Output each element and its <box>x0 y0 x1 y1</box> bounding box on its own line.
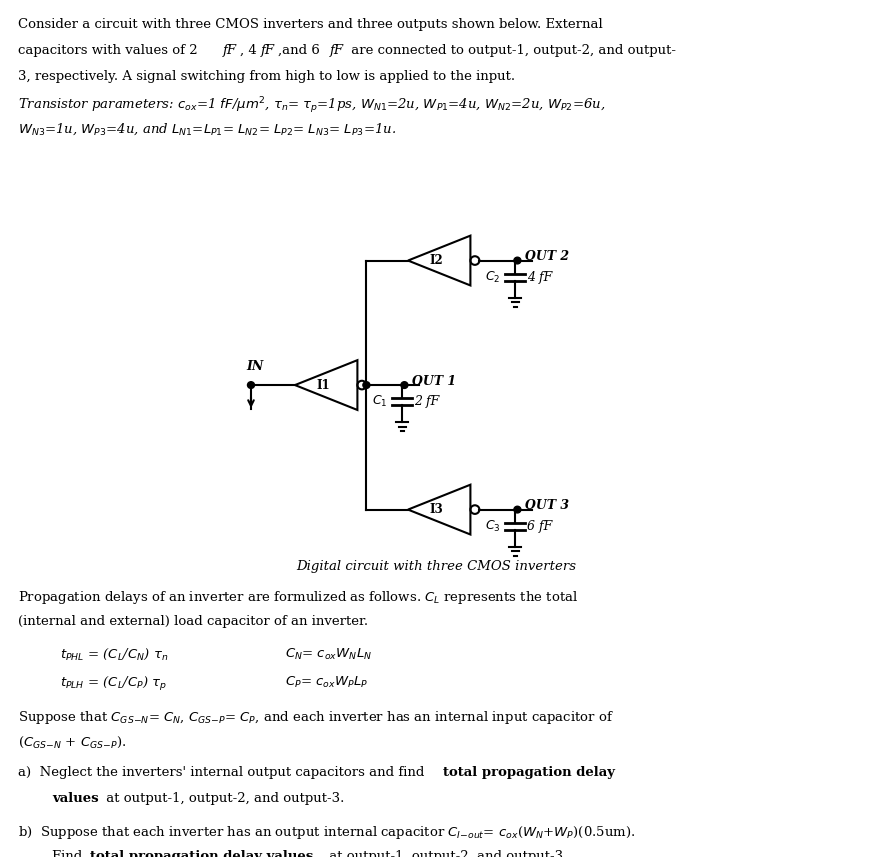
Text: Digital circuit with three CMOS inverters: Digital circuit with three CMOS inverter… <box>296 560 576 573</box>
Text: $W_{N3}$=1u, $W_{P3}$=4u, and $L_{N1}$=$L_{P1}$= $L_{N2}$= $L_{P2}$= $L_{N3}$= $: $W_{N3}$=1u, $W_{P3}$=4u, and $L_{N1}$=$… <box>18 122 396 137</box>
Circle shape <box>514 506 521 513</box>
Text: $C_P$= $c_{ox}$$W_P$$L_P$: $C_P$= $c_{ox}$$W_P$$L_P$ <box>285 675 368 691</box>
Text: total propagation delay values: total propagation delay values <box>90 849 313 857</box>
Text: $C_2$: $C_2$ <box>486 270 501 285</box>
Text: $C_3$: $C_3$ <box>486 518 501 534</box>
Text: , 4: , 4 <box>240 44 256 57</box>
Text: I2: I2 <box>429 254 443 267</box>
Text: 4 fF: 4 fF <box>528 271 553 284</box>
Circle shape <box>514 257 521 264</box>
Text: OUT 3: OUT 3 <box>526 500 569 512</box>
Text: 3, respectively. A signal switching from high to low is applied to the input.: 3, respectively. A signal switching from… <box>18 70 515 83</box>
Text: $C_N$= $c_{ox}$$W_N$$L_N$: $C_N$= $c_{ox}$$W_N$$L_N$ <box>285 646 372 662</box>
Text: $C_1$: $C_1$ <box>372 394 388 410</box>
Text: Consider a circuit with three CMOS inverters and three outputs shown below. Exte: Consider a circuit with three CMOS inver… <box>18 18 603 31</box>
Text: total propagation delay: total propagation delay <box>443 766 615 779</box>
Circle shape <box>363 381 370 388</box>
Text: I3: I3 <box>429 503 443 516</box>
Text: fF: fF <box>223 44 237 57</box>
Text: values: values <box>52 792 99 806</box>
Text: I1: I1 <box>317 379 330 392</box>
Text: ,and 6: ,and 6 <box>278 44 320 57</box>
Text: ($C_{GS\mathrm{-}N}$ + $C_{GS\mathrm{-}P}$).: ($C_{GS\mathrm{-}N}$ + $C_{GS\mathrm{-}P… <box>18 734 126 750</box>
Text: Find: Find <box>52 849 86 857</box>
Text: 2 fF: 2 fF <box>414 395 439 408</box>
Text: a)  Neglect the inverters' internal output capacitors and find: a) Neglect the inverters' internal outpu… <box>18 766 429 779</box>
Text: OUT 1: OUT 1 <box>412 375 457 387</box>
Circle shape <box>401 381 408 388</box>
Text: (internal and external) load capacitor of an inverter.: (internal and external) load capacitor o… <box>18 615 368 628</box>
Text: capacitors with values of 2: capacitors with values of 2 <box>18 44 198 57</box>
Text: Suppose that $C_{GS\mathrm{-}N}$= $C_N$, $C_{GS\mathrm{-}P}$= $C_P$, and each in: Suppose that $C_{GS\mathrm{-}N}$= $C_N$,… <box>18 709 614 726</box>
Text: $t_{PHL}$ = ($C_L$/$C_N$) $\tau_n$: $t_{PHL}$ = ($C_L$/$C_N$) $\tau_n$ <box>60 646 168 662</box>
Circle shape <box>248 381 255 388</box>
Text: at output-1, output-2, and output-3.: at output-1, output-2, and output-3. <box>102 792 344 806</box>
Text: Propagation delays of an inverter are formulized as follows. $C_L$ represents th: Propagation delays of an inverter are fo… <box>18 589 578 606</box>
Text: IN: IN <box>246 360 263 373</box>
Text: are connected to output-1, output-2, and output-: are connected to output-1, output-2, and… <box>347 44 676 57</box>
Text: at output-1, output-2, and output-3.: at output-1, output-2, and output-3. <box>325 849 568 857</box>
Text: fF: fF <box>261 44 276 57</box>
Text: OUT 2: OUT 2 <box>526 250 569 263</box>
Text: b)  Suppose that each inverter has an output internal capacitor $C_{I\mathrm{-}o: b) Suppose that each inverter has an out… <box>18 824 636 841</box>
Text: 6 fF: 6 fF <box>528 520 553 533</box>
Text: Transistor parameters: $c_{ox}$=1 $fF$/$\mu m^2$, $\tau_n$= $\tau_p$=1ps, $W_{N1: Transistor parameters: $c_{ox}$=1 $fF$/$… <box>18 96 605 117</box>
Text: fF: fF <box>330 44 344 57</box>
Text: $t_{PLH}$ = ($C_L$/$C_P$) $\tau_p$: $t_{PLH}$ = ($C_L$/$C_P$) $\tau_p$ <box>60 675 167 693</box>
